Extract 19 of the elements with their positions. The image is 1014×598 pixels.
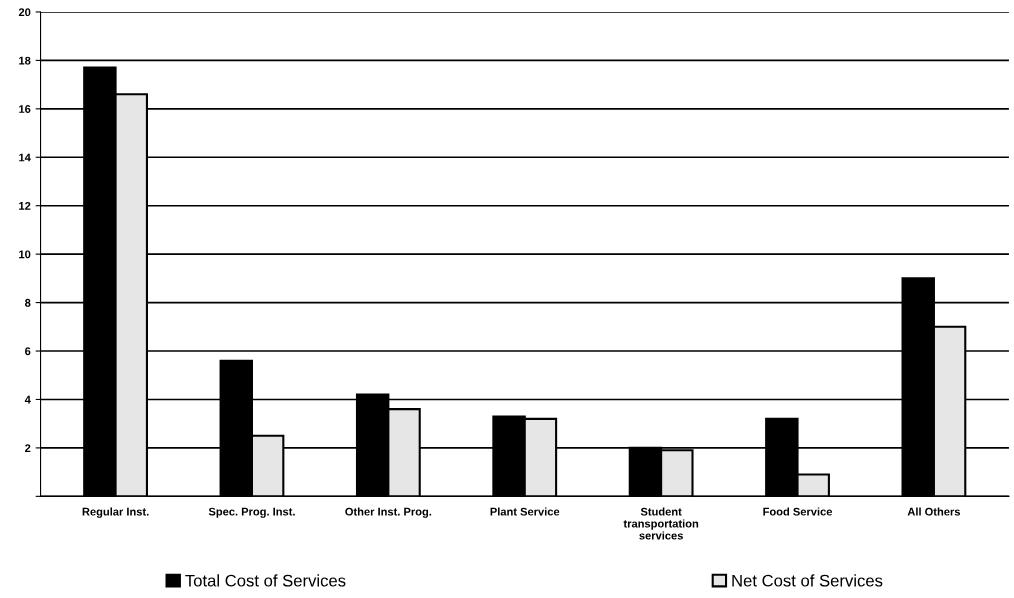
y-tick-label: 14 (19, 153, 31, 162)
y-tick-label: 16 (19, 105, 31, 113)
legend-label: Total Cost of Services (185, 574, 346, 587)
y-tick-label: 8 (25, 298, 31, 307)
x-tick-label: Spec. Prog. Inst. (208, 507, 295, 518)
x-tick-label: Other Inst. Prog. (345, 507, 432, 518)
x-tick-label: All Others (907, 507, 961, 516)
y-tick-label: 2 (25, 444, 31, 452)
x-tick-label: Student transportation services (623, 507, 699, 540)
y-tick-label: 18 (19, 56, 31, 65)
y-tick-label: 12 (19, 201, 31, 210)
legend-label: Net Cost of Services (732, 574, 883, 587)
x-tick-label: Plant Service (490, 507, 560, 516)
y-tick-label: 10 (19, 250, 31, 259)
y-tick-label: 4 (24, 395, 31, 404)
y-tick-label: 6 (25, 347, 31, 356)
x-tick-label: Regular Inst. (82, 507, 149, 518)
y-tick-label: 20 (18, 8, 31, 17)
x-tick-label: Food Service (763, 507, 833, 516)
